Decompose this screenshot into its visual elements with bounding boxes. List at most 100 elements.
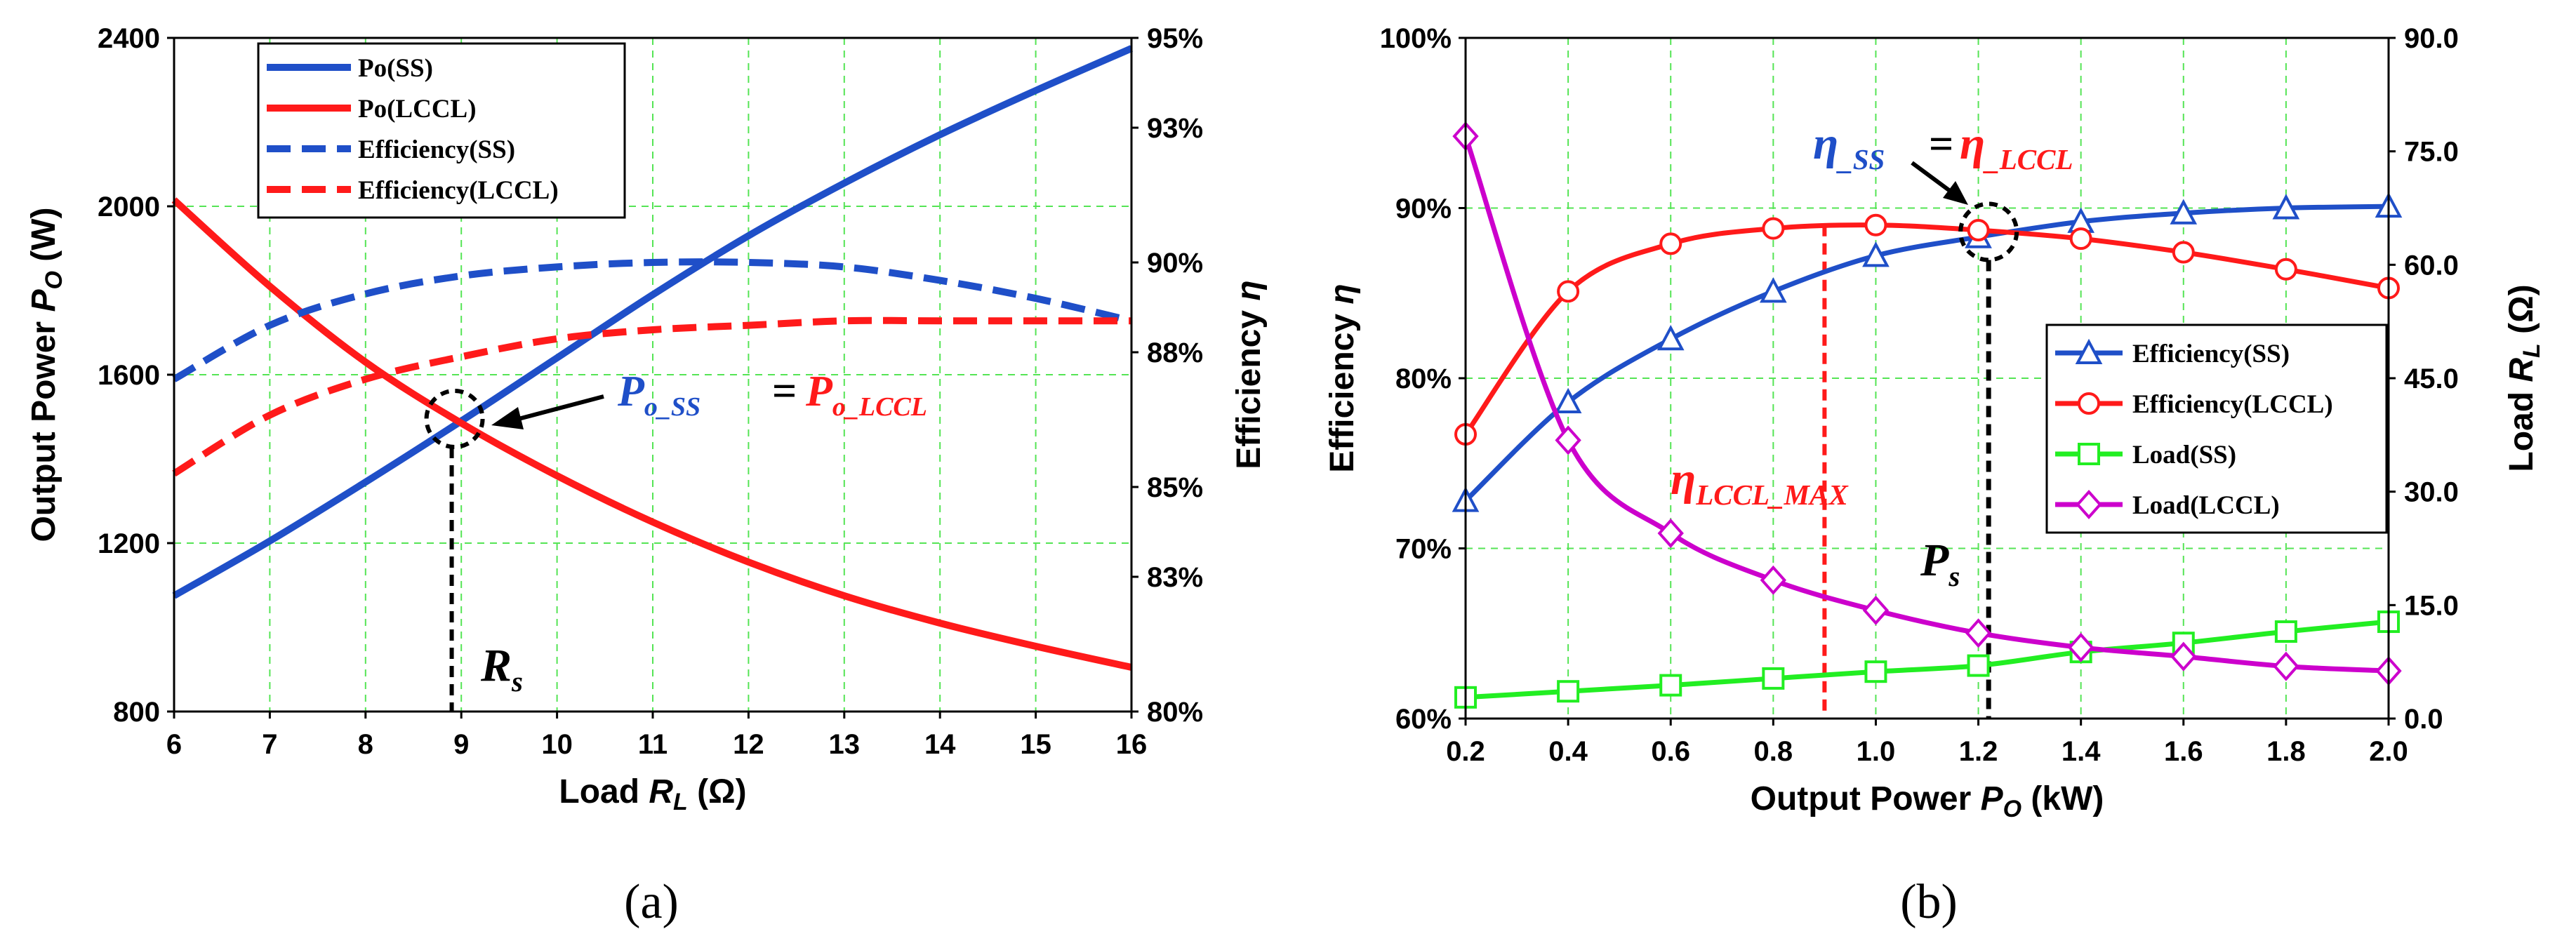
chart-a-x-tick-label: 13 (829, 729, 861, 760)
chart-b-point-load-lccl (1657, 518, 1684, 548)
chart-b-point-efficiency-lccl (2274, 258, 2297, 281)
chart-a-y-left-tick-label: 1200 (98, 528, 160, 559)
chart-a-y-right-tick-label: 88% (1147, 338, 1203, 368)
chart-b-point-load-ss (1864, 660, 1887, 683)
chart-a-x-tick-label: 12 (733, 729, 764, 760)
chart-b-point-efficiency-ss (1759, 277, 1787, 303)
chart-a-y-right-tick-label: 93% (1147, 113, 1203, 144)
chart-b-y-left-axis-label: Efficiency η (1324, 283, 1361, 472)
chart-b-point-efficiency-ss (2170, 199, 2198, 225)
chart-a-x-tick-label: 14 (924, 729, 956, 760)
chart-a-series-efficiency-ss (172, 258, 1133, 382)
chart-b-point-load-ss (1557, 680, 1580, 703)
chart-a-legend-label-po-ss: Po(SS) (358, 54, 433, 83)
chart-b-y-right-tick-label: 30.0 (2404, 477, 2459, 508)
chart-b-annotation-arrow-shaft (1911, 161, 1951, 193)
chart-b-legend-box (2045, 323, 2388, 534)
chart-b-point-efficiency-ss (1554, 387, 1582, 413)
chart-b-y-right-tick-label: 0.0 (2404, 704, 2443, 735)
chart-b-point-efficiency-lccl (1864, 213, 1887, 236)
chart-b-equality-left-term: η_SS (1813, 118, 1885, 175)
chart-a-x-axis-label: Load RL (Ω) (559, 773, 746, 815)
chart-b-x-tick-label: 0.6 (1651, 736, 1690, 767)
chart-a-y-right-tick-label: 83% (1147, 562, 1203, 593)
chart-b-legend-marker-efficiency-ss (2075, 338, 2103, 364)
chart-b-y-right-tick-label: 90.0 (2404, 23, 2459, 54)
chart-a-y-left-tick-label: 2400 (98, 23, 160, 54)
chart-a-series-po-ss (172, 45, 1134, 599)
chart-a-x-tick-label: 9 (453, 729, 469, 760)
chart-b-series-efficiency-lccl (1463, 222, 2389, 436)
chart-b-y-right-tick-label: 75.0 (2404, 137, 2459, 168)
chart-b-legend-label-efficiency-ss: Efficiency(SS) (2132, 340, 2290, 368)
chart-a-y-left-tick-label: 800 (113, 697, 160, 728)
chart-b-series-load-ss (1465, 619, 2389, 700)
chart-b-legend-label-load-lccl: Load(LCCL) (2132, 491, 2280, 520)
chart-b-intersection-marker (1958, 201, 2019, 262)
chart-a-x-tick-label: 7 (262, 729, 277, 760)
chart-b-point-load-lccl (2067, 632, 2094, 662)
chart-a-y-right-tick-label: 85% (1147, 472, 1203, 503)
chart-b-x-tick-label: 2.0 (2369, 736, 2408, 767)
chart-a-equality-right-term: Po_LCCL (805, 368, 927, 422)
chart-b-x-tick-label: 0.2 (1446, 736, 1485, 767)
chart-b-point-load-lccl (1862, 595, 1890, 625)
chart-a-rs-label: Rs (480, 640, 523, 697)
chart-b-ps-label: Ps (1920, 535, 1960, 592)
chart-b-equality-sign: = (1929, 121, 1953, 168)
chart-a-annotation-arrow-shaft (515, 394, 604, 422)
chart-a-x-tick-label: 8 (358, 729, 373, 760)
chart-b-point-efficiency-lccl (1659, 232, 1682, 255)
chart-b-legend-marker-load-lccl (2076, 489, 2102, 520)
chart-a-x-tick-label: 10 (541, 729, 573, 760)
chart-b-x-tick-label: 1.8 (2266, 736, 2306, 767)
chart-b-point-load-ss (1762, 667, 1785, 690)
chart-b-max-label: ηLCCL_MAX (1671, 453, 1849, 511)
chart-b-point-load-lccl (2170, 641, 2197, 672)
chart-b-point-efficiency-ss (2272, 194, 2300, 220)
chart-b-point-load-lccl (1965, 618, 1992, 648)
chart-b-point-load-ss (2274, 620, 2297, 643)
chart-a-legend: Po(SS) Po(LCCL) Efficiency(SS) Efficiency(L… (257, 42, 626, 219)
chart-a-caption: (a) (624, 875, 679, 929)
chart-a-y-left-axis-label: Output Power PO (W) (25, 207, 67, 542)
chart-b-point-load-lccl (2273, 651, 2299, 681)
chart-a-series-efficiency-lccl (172, 316, 1131, 477)
chart-b-legend: Efficiency(SS) Efficiency(LCCL) Load(SS) Lo… (2045, 323, 2388, 534)
chart-b-y-right-tick-label: 45.0 (2404, 363, 2459, 394)
chart-a-y-right-axis-label: Efficiency η (1230, 280, 1268, 469)
chart-b-legend-label-efficiency-lccl: Efficiency(LCCL) (2132, 390, 2333, 419)
chart-a-intersection-marker (424, 389, 485, 449)
chart-a: 6 7 8 9 10 11 12 13 14 15 16 800 1200 1600 2000 2400 80%… (25, 23, 1268, 929)
chart-a-y-right-tick-label: 80% (1147, 697, 1203, 728)
chart-b-y-right-tick-label: 15.0 (2404, 590, 2459, 621)
chart-b-x-tick-label: 1.2 (1959, 736, 1998, 767)
chart-a-equality-sign: = (772, 368, 797, 415)
chart-b-point-load-ss (1967, 654, 1990, 677)
chart-a-y-right-tick-label: 90% (1147, 248, 1203, 279)
chart-b-x-tick-label: 0.4 (1548, 736, 1588, 767)
chart-b-x-tick-label: 1.0 (1857, 736, 1896, 767)
chart-b-point-efficiency-lccl (1967, 219, 1990, 242)
chart-b-caption: (b) (1900, 875, 1958, 929)
chart-b-x-axis-label: Output Power PO (kW) (1751, 780, 2104, 822)
chart-b-x-tick-label: 1.4 (2062, 736, 2101, 767)
chart-b-y-left-tick-label: 90% (1395, 194, 1452, 225)
chart-b-legend-marker-efficiency-lccl (2078, 392, 2100, 415)
chart-b-x-tick-label: 0.8 (1754, 736, 1793, 767)
chart-a-x-tick-label: 15 (1020, 729, 1051, 760)
chart-b-equality-right-term: η_LCCL (1960, 118, 2073, 175)
chart-a-series-po-lccl (171, 197, 1133, 671)
chart-b-y-left-tick-label: 100% (1380, 23, 1452, 54)
chart-b-y-left-tick-label: 80% (1395, 363, 1452, 394)
chart-b-y-right-tick-label: 60.0 (2404, 250, 2459, 281)
chart-b-series-efficiency-ss (1463, 203, 2389, 503)
chart-b-legend-marker-load-ss (2078, 443, 2100, 465)
chart-b-point-efficiency-ss (1657, 324, 1685, 351)
chart-b: 0.2 0.4 0.6 0.8 1.0 1.2 1.4 1.6 1.8 2.0 60% 70% 80% 9… (1324, 23, 2545, 929)
chart-a-y-left-tick-label: 1600 (98, 360, 160, 391)
chart-b-annotation-arrowhead (1943, 181, 1968, 205)
chart-b-point-efficiency-ss (1862, 241, 1890, 267)
chart-a-x-tick-label: 11 (638, 729, 668, 760)
chart-a-annotation-arrowhead (491, 407, 524, 429)
